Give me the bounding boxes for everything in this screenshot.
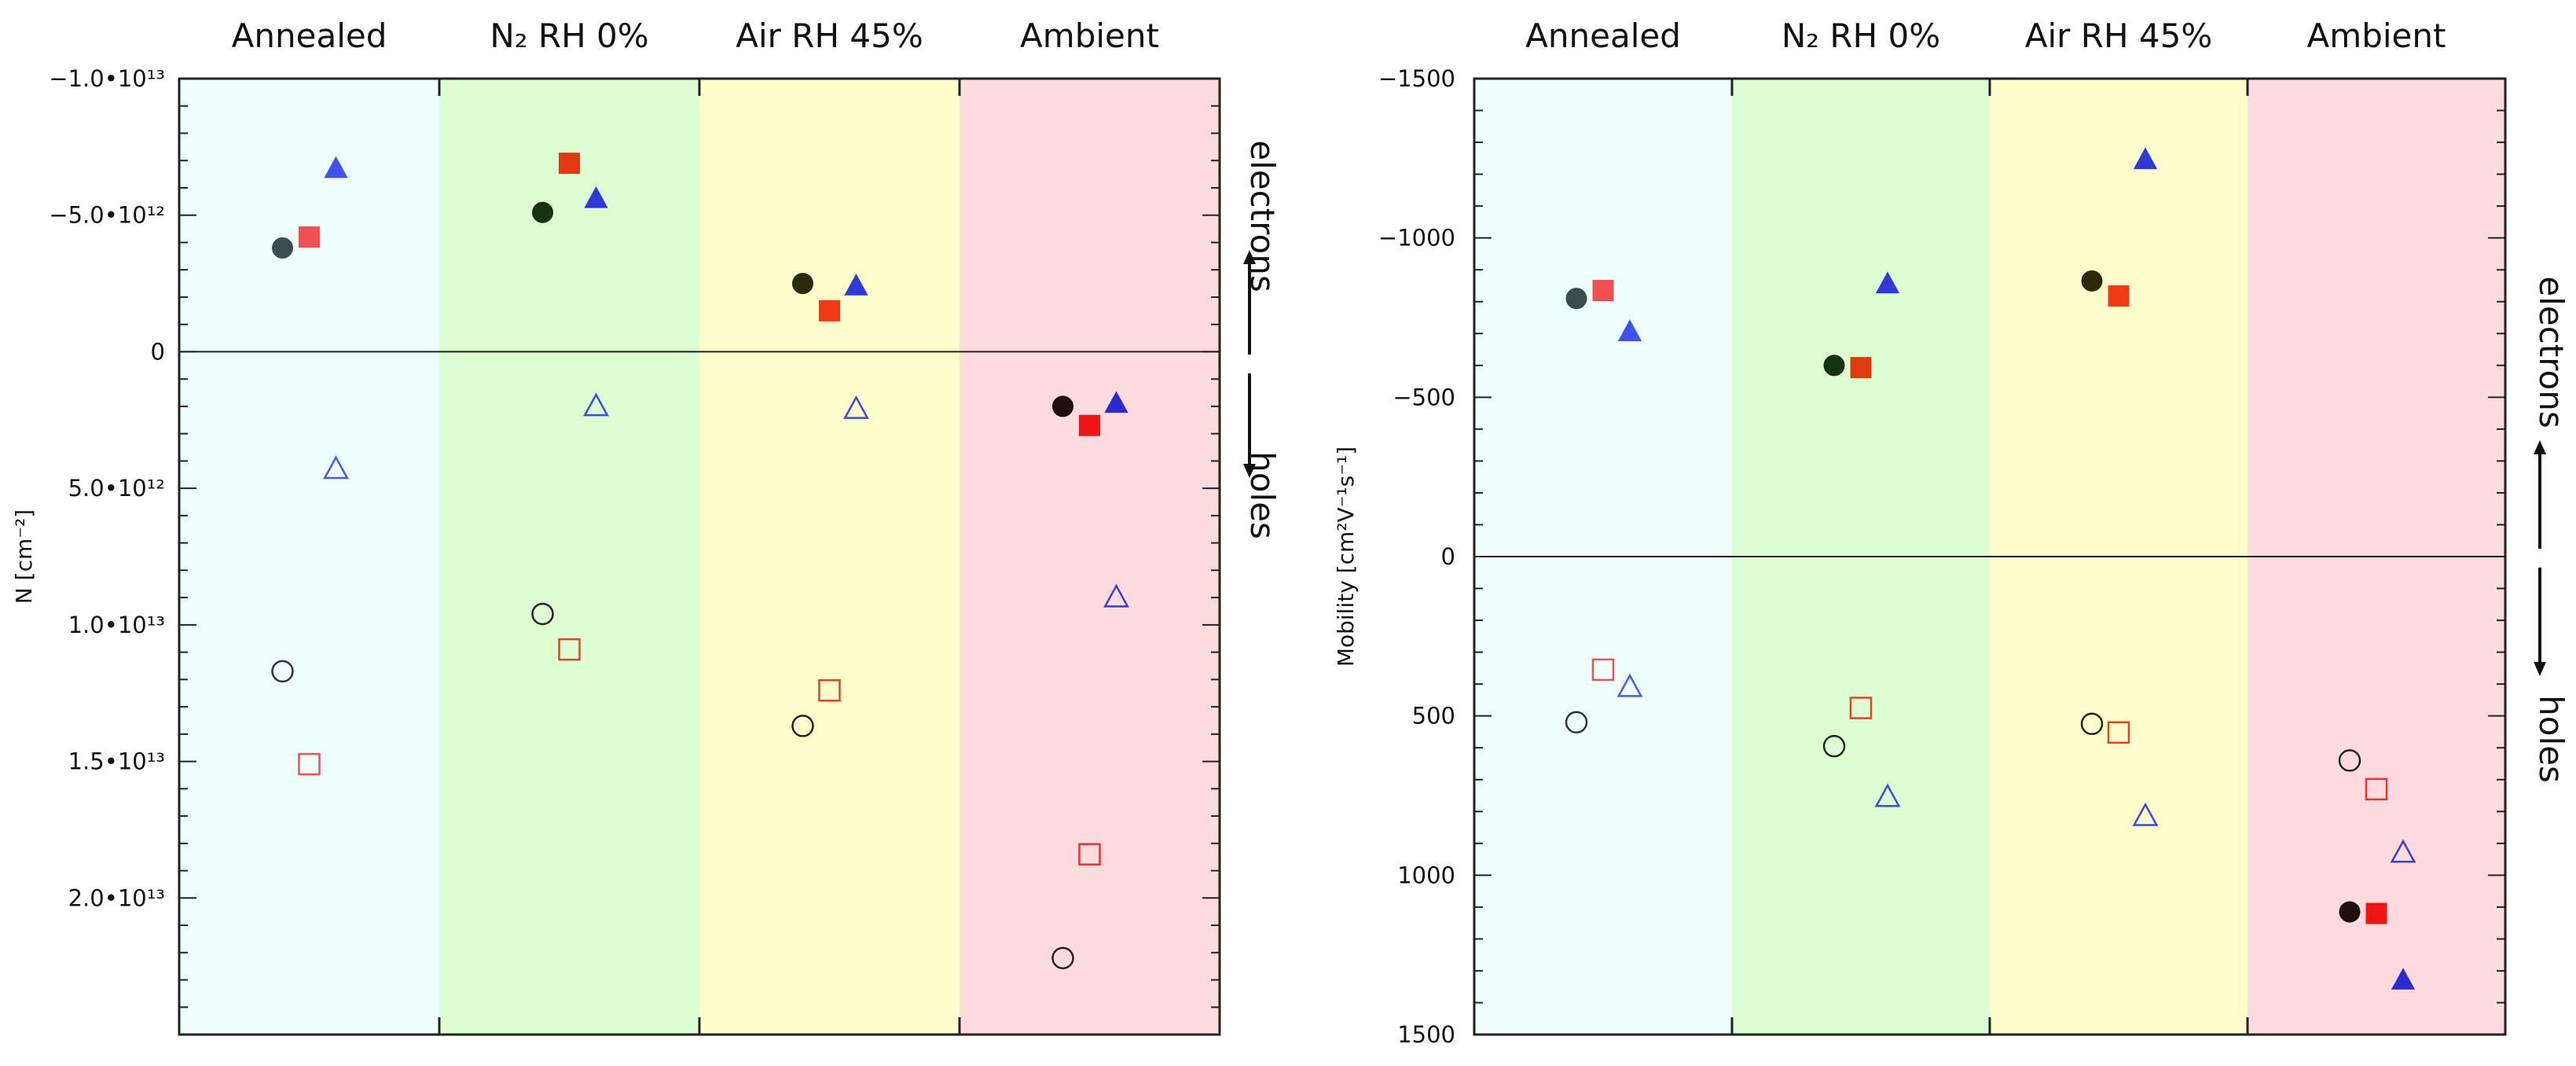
data-point-triangle-filled (1104, 391, 1128, 414)
category-band (960, 79, 1220, 1035)
arrow-down-head (2534, 662, 2546, 676)
y-tick-label: −1.0•10¹³ (49, 65, 165, 92)
category-label: Air RH 45% (2025, 17, 2213, 55)
category-label: Ambient (1020, 17, 1159, 55)
data-point-square-filled (819, 300, 840, 322)
data-point-circle-open (531, 602, 554, 626)
data-point-square-open (1078, 843, 1101, 866)
data-point-circle-filled (1823, 355, 1845, 377)
data-point-square-open (2365, 777, 2388, 801)
data-point-triangle-open (2132, 802, 2159, 826)
category-label: Air RH 45% (736, 17, 923, 55)
data-point-square-open (1849, 697, 1873, 719)
y-axis-label: N [cm⁻²] (11, 509, 37, 604)
category-label: Annealed (232, 17, 387, 55)
y-tick-label: 2.0•10¹³ (68, 884, 165, 911)
data-point-circle-open (1051, 947, 1074, 969)
category-band (699, 79, 960, 1035)
y-tick-label: 1000 (1397, 862, 1455, 888)
category-band (439, 79, 699, 1035)
arrow-up-head (1243, 250, 1256, 264)
data-point-circle-filled (2339, 901, 2361, 923)
chart-panel-1: Annealed N₂ RH 0% Air RH 45% Ambient −1.0•10… (11, 17, 1282, 1036)
data-point-square-filled (2365, 902, 2387, 924)
y-tick-label: −1500 (1378, 65, 1455, 92)
y-tick-label: 1500 (1397, 1021, 1455, 1048)
data-point-circle-open (271, 660, 294, 683)
y-tick-label: 1.0•10¹³ (68, 612, 165, 638)
data-point-triangle-filled (1875, 271, 1900, 294)
category-label: Annealed (1525, 17, 1681, 55)
data-point-circle-open (2080, 712, 2104, 736)
data-point-circle-open (1822, 734, 1846, 758)
data-point-circle-filled (532, 201, 553, 223)
data-point-square-open (2107, 721, 2130, 744)
data-point-triangle-open (323, 455, 349, 480)
data-point-square-filled (1592, 280, 1614, 302)
y-tick-label: −5.0•10¹² (49, 202, 165, 229)
data-point-square-filled (1079, 414, 1100, 436)
category-label: N₂ RH 0% (1782, 17, 1940, 55)
data-point-triangle-open (843, 395, 869, 419)
data-point-triangle-filled (2391, 968, 2416, 990)
category-label: Ambient (2307, 17, 2446, 55)
data-point-square-filled (559, 153, 580, 175)
data-point-triangle-filled (844, 274, 868, 296)
annotation-holes: holes (2532, 695, 2570, 783)
data-point-square-filled (299, 226, 320, 248)
annotation-electrons: electrons (2532, 276, 2570, 428)
data-point-triangle-filled (584, 186, 608, 208)
data-point-circle-filled (1565, 288, 1587, 310)
data-point-square-filled (1850, 357, 1872, 379)
data-point-circle-filled (2081, 270, 2103, 292)
data-point-triangle-filled (2133, 147, 2158, 170)
data-point-triangle-open (583, 392, 609, 417)
data-point-triangle-open (1616, 673, 1643, 697)
data-point-square-open (298, 752, 321, 776)
category-band (179, 79, 439, 1035)
data-point-triangle-open (1103, 583, 1129, 608)
y-tick-label: 1.5•10¹³ (68, 748, 165, 775)
category-label: N₂ RH 0% (490, 17, 648, 55)
y-tick-label: −1000 (1378, 225, 1455, 252)
data-point-circle-open (791, 715, 814, 737)
data-point-square-open (558, 638, 581, 661)
data-point-triangle-filled (1617, 319, 1642, 341)
y-tick-label: 5.0•10¹² (68, 475, 165, 502)
chart-panel-2: Annealed N₂ RH 0% Air RH 45% Ambient −1500 −1… (1333, 17, 2570, 1048)
arrow-down-head (1243, 464, 1256, 478)
data-point-triangle-open (2390, 839, 2416, 863)
data-point-square-open (1591, 658, 1615, 682)
data-point-circle-filled (792, 273, 813, 295)
data-point-circle-filled (1052, 395, 1073, 417)
y-axis-label: Mobility [cm²V⁻¹s⁻¹] (1333, 447, 1359, 667)
arrow-up-head (2534, 440, 2546, 454)
y-tick-label: −500 (1393, 384, 1455, 410)
data-point-circle-open (1565, 711, 1588, 734)
data-point-circle-open (2338, 749, 2361, 772)
data-point-triangle-filled (324, 156, 348, 178)
data-point-square-open (818, 678, 841, 702)
y-tick-label: 0 (1441, 543, 1455, 570)
data-point-triangle-open (1874, 783, 1901, 807)
y-tick-label: 0 (151, 338, 165, 365)
data-point-circle-filled (272, 237, 293, 259)
data-point-square-filled (2108, 285, 2130, 307)
y-tick-label: 500 (1412, 703, 1455, 730)
